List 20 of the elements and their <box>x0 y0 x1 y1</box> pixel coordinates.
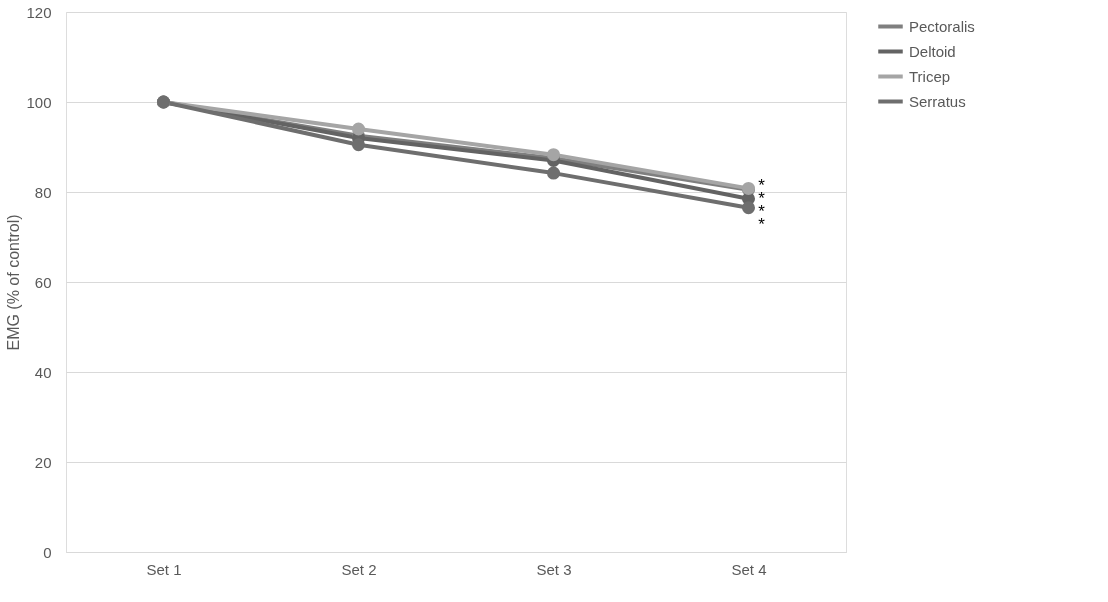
point <box>351 138 366 152</box>
legend-label: Tricep <box>909 67 951 85</box>
legend-label: Serratus <box>909 92 966 110</box>
point <box>546 166 561 180</box>
y-axis-title: EMG (% of control) <box>5 214 23 351</box>
legend-label: Pectoralis <box>909 17 975 35</box>
y-tick-label: 20 <box>34 453 52 471</box>
y-tick-label: 0 <box>43 543 52 561</box>
y-tick-label: 40 <box>34 363 52 381</box>
x-tick-label: Set 2 <box>341 560 377 578</box>
point <box>351 122 366 136</box>
y-tick-label: 80 <box>34 183 52 201</box>
x-tick-label: Set 4 <box>731 560 767 578</box>
legend-label: Deltoid <box>909 42 956 60</box>
x-tick-label: Set 3 <box>536 560 572 578</box>
x-tick-label: Set 1 <box>146 560 182 578</box>
y-tick-label: 100 <box>26 93 52 111</box>
point <box>741 201 756 215</box>
y-tick-label: 60 <box>34 273 52 291</box>
y-tick-label: 120 <box>26 3 52 21</box>
